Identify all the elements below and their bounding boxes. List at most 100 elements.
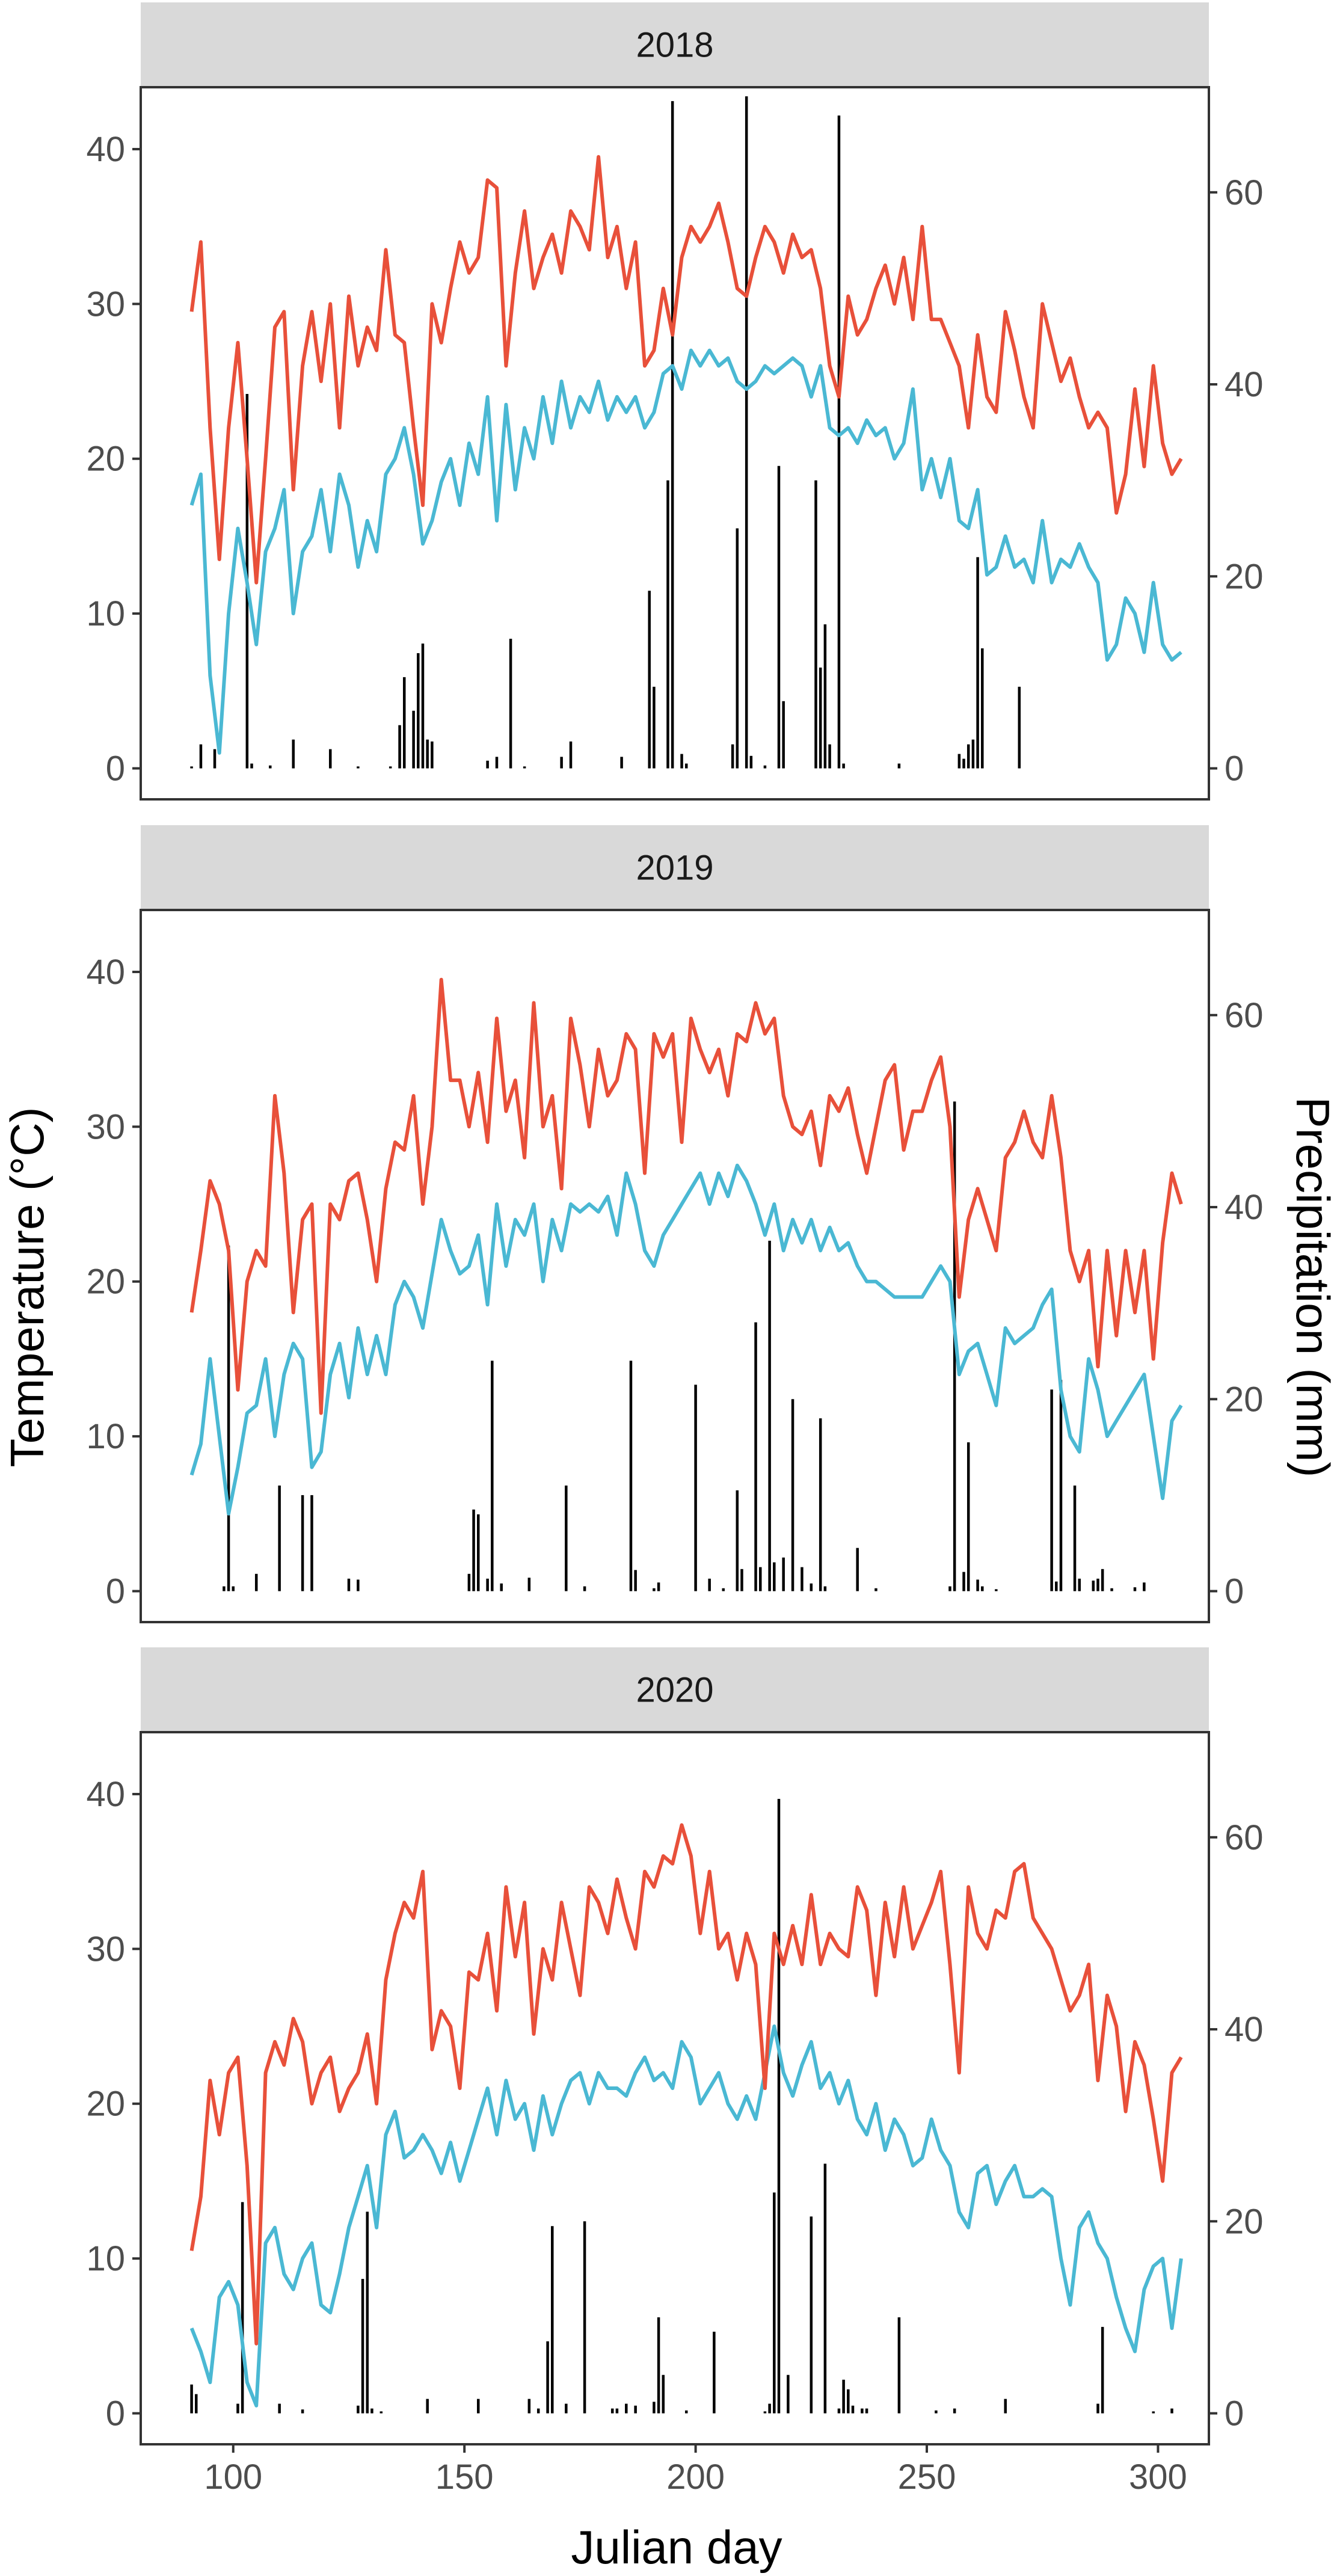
right-tick-label: 60 [1225,1818,1264,1857]
left-tick-label: 10 [86,2239,125,2278]
panel-frame [140,86,1210,801]
precip-bar [190,2384,193,2414]
right-tick-label: 40 [1225,2010,1264,2049]
precip-bar [736,1490,739,1591]
x-tick-label: 250 [898,2458,956,2497]
precip-bar [232,1586,235,1591]
precip-bar [861,2408,864,2414]
precip-bar [227,1245,230,1591]
precip-bar [1073,1485,1077,1591]
left-tick-label: 0 [106,749,125,788]
precip-bar [713,2331,716,2414]
precip-bar [976,1579,979,1591]
plot-area [141,87,1209,799]
precip-bar [615,2408,619,2414]
precip-bar [527,1578,531,1591]
precip-bar [560,757,563,769]
precip-bar [671,101,674,769]
precip-bar [851,2405,855,2414]
precip-bar [500,1583,503,1591]
left-tick-label: 40 [86,1775,125,1814]
precip-bar [583,1586,586,1591]
precip-bar [476,2399,480,2414]
tmax-line [189,1823,1183,2346]
precip-bar [819,1418,822,1591]
precip-bar [1018,686,1021,769]
precip-bar [366,2212,369,2414]
precip-bar [842,2379,845,2414]
precip-bar [565,1485,568,1591]
right-tick-label: 40 [1225,1188,1264,1227]
precip-bar [583,2221,586,2414]
precip-bar [758,1567,762,1591]
precip-bar [819,667,822,769]
precip-bar [768,2403,771,2414]
left-tick-label: 30 [86,1107,125,1146]
precip-bar [768,1240,771,1591]
precip-bar [254,1573,258,1591]
precip-bar [897,2317,901,2414]
precip-bar [823,624,827,769]
right-axis-title: Precipitation (mm) [1286,1097,1339,1478]
precip-bar [842,763,845,769]
right-tick-label: 0 [1225,2394,1244,2433]
precip-bar [467,1573,471,1591]
precip-bar [476,1514,480,1591]
precip-bar [708,1578,711,1591]
left-tick-label: 40 [86,953,125,992]
precip-bar [814,480,817,769]
x-tick-label: 150 [435,2458,494,2497]
precip-bar [634,1570,637,1591]
precip-bar [722,1588,725,1591]
precip-bar [1092,1580,1095,1591]
precip-bar [491,1360,494,1591]
precip-bar [1101,1569,1104,1591]
left-tick-label: 20 [86,440,125,479]
precip-bar [680,754,683,769]
precip-bar [1096,2403,1099,2414]
precip-bar [897,763,901,769]
precip-bar [935,2410,938,2414]
precip-bar [536,2408,540,2414]
precip-bar [684,2410,688,2414]
precip-bar [1170,2408,1173,2414]
left-axis-title: Temperature (°C) [1,1107,54,1467]
precip-bar [278,1485,281,1591]
precip-bar [426,739,429,769]
panel-2020: 2020 0 10 20 30 40 0 20 40 60 100 150 200 250 300 [86,1647,1264,2497]
precip-bar [1004,2399,1007,2414]
precip-bar [610,2408,614,2414]
left-tick-label: 20 [86,2085,125,2124]
right-tick-label: 20 [1225,557,1264,596]
precip-bar [1055,1581,1058,1591]
precip-bar [856,1548,859,1591]
precip-bar [976,557,979,769]
tmax-line [189,155,1183,585]
precip-bar [948,1586,951,1591]
precip-bar [509,639,512,769]
precip-bar [301,1495,304,1591]
precip-bar [662,2375,665,2414]
precip-bar [801,1567,804,1591]
precip-bar [380,2411,383,2414]
precip-bar [782,701,785,769]
precip-bar [1110,1588,1113,1591]
panel-strip [141,2,1209,87]
precip-bar [874,1588,877,1591]
precip-bar [236,2403,239,2414]
precip-bar [190,766,193,769]
plot-area [141,910,1209,1622]
tmin-line [189,1163,1183,1516]
panel-frame [140,909,1210,1623]
precip-bar [953,2408,956,2414]
right-tick-label: 40 [1225,365,1264,404]
left-tick-label: 10 [86,1417,125,1456]
precip-bar [653,2402,656,2414]
precip-bar [361,2279,364,2414]
precip-bar [412,710,415,769]
precip-bar [810,2216,813,2414]
x-tick-label: 100 [204,2458,262,2497]
panel-2019: 2019 0 10 20 30 40 0 20 40 60 [86,825,1264,1623]
precip-bar [199,744,203,769]
